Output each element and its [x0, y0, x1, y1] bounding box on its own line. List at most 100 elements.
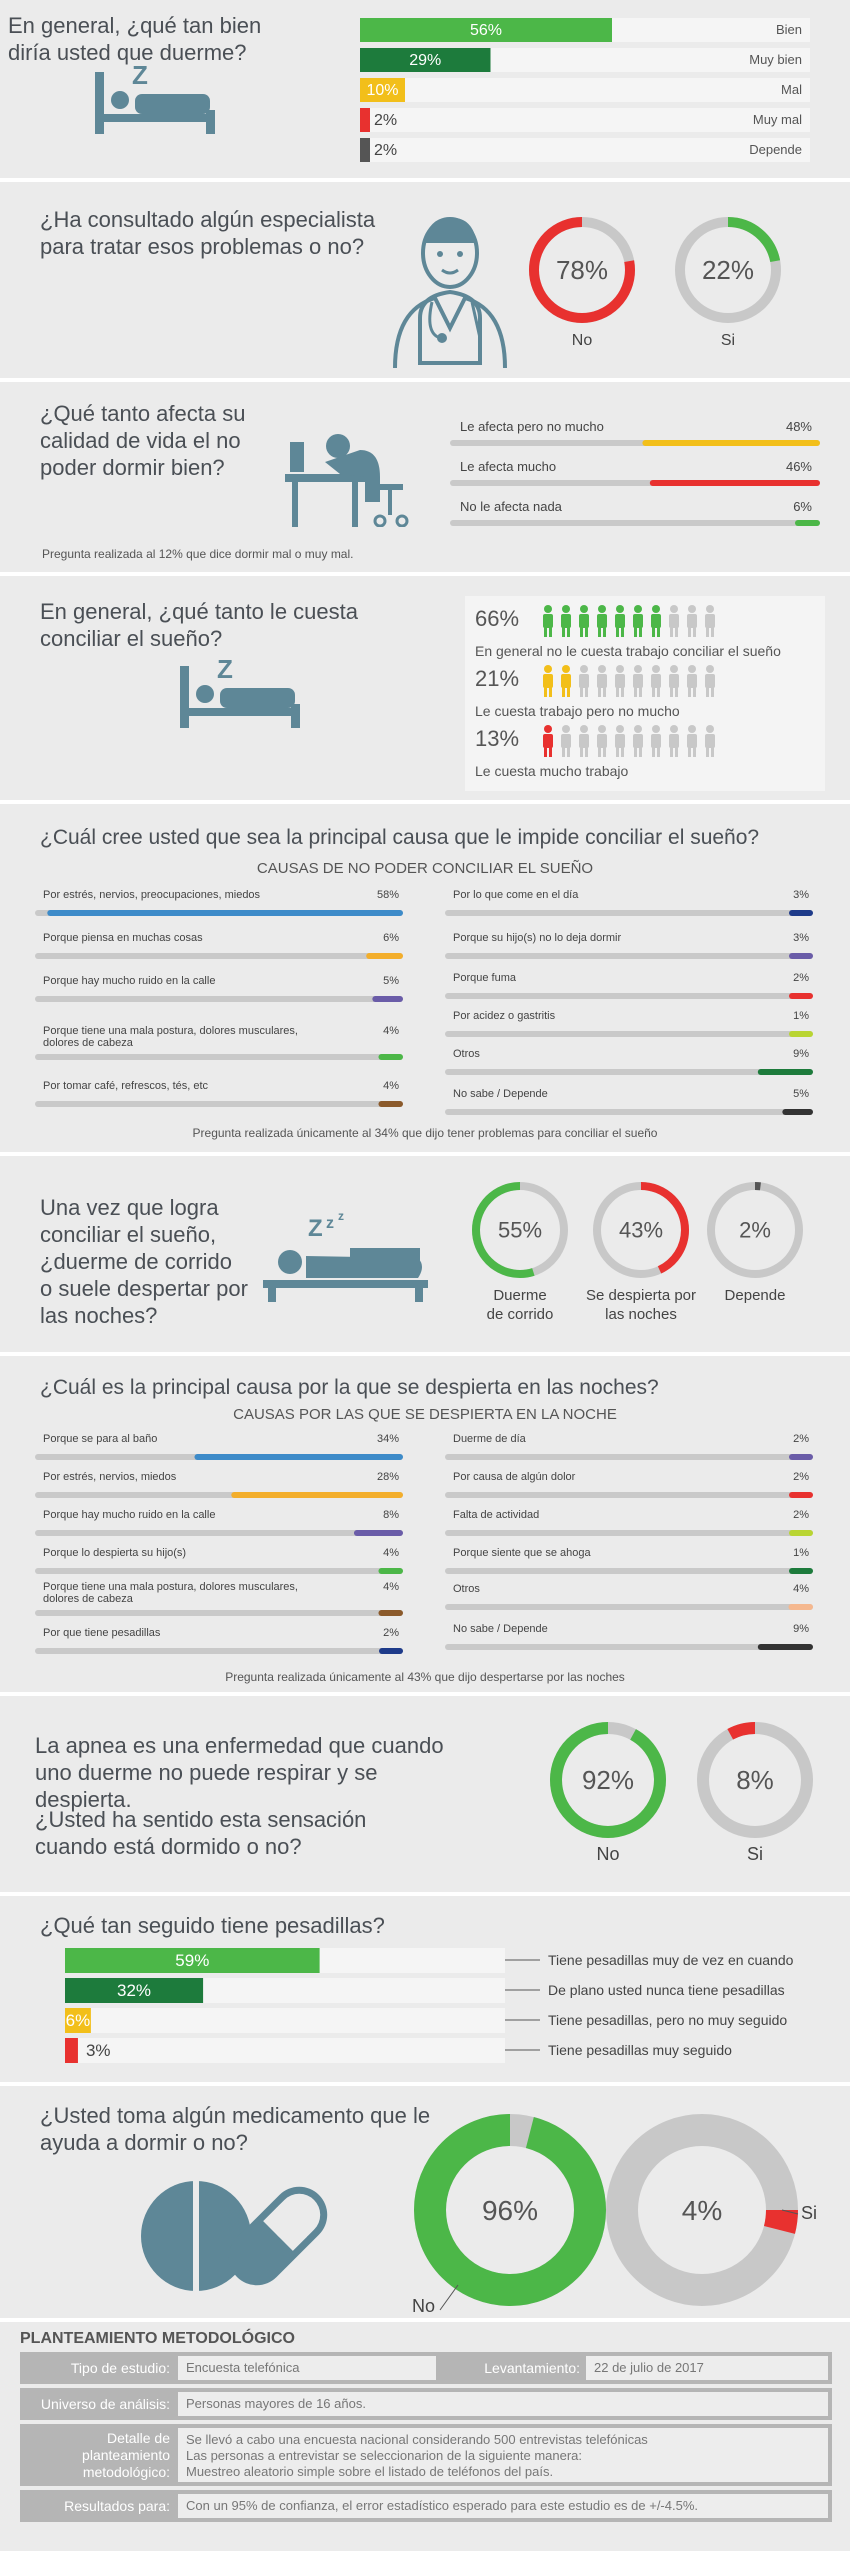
chart-subtitle: CAUSAS POR LAS QUE SE DESPIERTA EN LA NO…	[233, 1406, 617, 1423]
doctor-icon	[393, 217, 507, 368]
person-body	[615, 734, 625, 748]
quality-impact-bars: Le afecta pero no mucho 48% Le afecta much…	[450, 419, 820, 526]
person-mark	[597, 725, 607, 757]
person-mark	[615, 665, 625, 697]
category-label: Le afecta pero no mucho	[460, 419, 604, 434]
bar	[360, 138, 370, 162]
bar-track	[445, 1454, 813, 1460]
detail-value: Se llevó a cabo una encuesta nacional co…	[178, 2428, 828, 2482]
bar-track	[65, 2008, 505, 2033]
question-title: En general, ¿qué tan bien diría usted qu…	[8, 13, 262, 65]
bar	[789, 1530, 813, 1536]
person-leg	[580, 747, 583, 757]
bar	[360, 18, 612, 42]
data-label: 48%	[786, 419, 812, 434]
data-label: 10%	[366, 82, 398, 99]
category-label: Le afecta mucho	[460, 459, 556, 474]
section-nightmares: ¿Qué tan seguido tiene pesadillas? 59% Ti…	[0, 1896, 850, 2082]
person-body	[687, 674, 697, 688]
person-mark	[687, 665, 697, 697]
person-leg	[621, 747, 624, 757]
person-mark	[561, 605, 571, 637]
question-title: Una vez que logra conciliar el sueño, ¿d…	[40, 1195, 248, 1328]
data-label: 2%	[793, 1509, 809, 1521]
data-label: 2%	[374, 142, 397, 159]
person-leg	[634, 747, 637, 757]
section-apnea: La apnea es una enfermedad que cuando un…	[0, 1696, 850, 1892]
person-leg	[549, 627, 552, 637]
person-mark	[579, 605, 589, 637]
person-leg	[544, 747, 547, 757]
category-label: De plano usted nunca tiene pesadillas	[548, 1982, 785, 1998]
bar	[353, 1530, 403, 1536]
universe-label: Universo de análisis:	[40, 2396, 170, 2412]
svg-text:Z: Z	[308, 1215, 323, 1242]
detail-line-2: Las personas a entrevistar se selecciona…	[186, 2448, 583, 2463]
person-mark	[669, 665, 679, 697]
data-label: 3%	[86, 2041, 111, 2060]
results-value: Con un 95% de confianza, el error estadí…	[178, 2494, 828, 2518]
person-leg	[657, 627, 660, 637]
category-label: Porque piensa en muchas cosas	[43, 932, 203, 944]
category-label: Por que tiene pesadillas	[43, 1627, 161, 1639]
person-leg	[688, 687, 691, 697]
apnea-donuts: 92% No 8% Si	[550, 1722, 813, 1864]
person-leg	[585, 687, 588, 697]
person-leg	[598, 687, 601, 697]
donut-arc	[414, 2114, 606, 2306]
bar	[65, 1948, 320, 1973]
footnote: Pregunta realizada únicamente al 43% que…	[225, 1670, 625, 1684]
person-body	[633, 614, 643, 628]
specialist-donuts: 78% No 22% Si	[529, 217, 781, 349]
donut-value: 96%	[482, 2195, 538, 2226]
section-fall-asleep: En general, ¿qué tanto le cuesta concili…	[0, 576, 850, 800]
person-mark	[579, 665, 589, 697]
leader-line	[781, 2209, 799, 2215]
person-mark	[687, 605, 697, 637]
person-head	[616, 725, 624, 733]
person-head	[634, 605, 642, 613]
category-label: Porque tiene una mala postura, dolores m…	[43, 1581, 298, 1593]
person-leg	[562, 687, 565, 697]
data-label: 5%	[793, 1088, 809, 1100]
person-head	[706, 725, 714, 733]
person-leg	[652, 687, 655, 697]
bar-track	[65, 2038, 505, 2063]
data-label: 32%	[117, 1981, 151, 2000]
person-leg	[603, 747, 606, 757]
person-leg	[652, 747, 655, 757]
detail-label: Detalle de planteamiento metodológico:	[82, 2430, 170, 2480]
person-body	[651, 734, 661, 748]
person-body	[597, 734, 607, 748]
pill-icon	[141, 2176, 328, 2296]
person-mark	[615, 605, 625, 637]
bar-track	[450, 520, 820, 526]
bar	[795, 520, 820, 526]
data-label: 21%	[475, 666, 519, 691]
person-leg	[711, 627, 714, 637]
medication-donuts: 96% 4% No Si	[412, 2114, 817, 2315]
bar-track	[35, 1610, 403, 1616]
person-head	[544, 725, 552, 733]
bar	[789, 1492, 813, 1498]
person-leg	[616, 687, 619, 697]
category-label: Por acidez o gastritis	[453, 1010, 556, 1022]
person-leg	[603, 627, 606, 637]
person-head	[688, 605, 696, 613]
category-label: Porque siente que se ahoga	[453, 1547, 591, 1559]
bar	[757, 1644, 813, 1650]
section-causes-fall-asleep: ¿Cuál cree usted que sea la principal ca…	[0, 804, 850, 1152]
nightmares-bars: 59% Tiene pesadillas muy de vez en cuando…	[65, 1948, 794, 2063]
person-leg	[706, 627, 709, 637]
bar	[789, 1568, 813, 1574]
person-mark	[651, 665, 661, 697]
donut-category: No	[412, 2296, 435, 2315]
person-body	[651, 614, 661, 628]
data-label: 8%	[383, 1509, 399, 1521]
donut-category: Se despierta por	[586, 1287, 696, 1304]
data-label: 5%	[383, 975, 399, 987]
person-body	[705, 674, 715, 688]
person-leg	[562, 627, 565, 637]
person-leg	[616, 627, 619, 637]
person-head	[544, 605, 552, 613]
